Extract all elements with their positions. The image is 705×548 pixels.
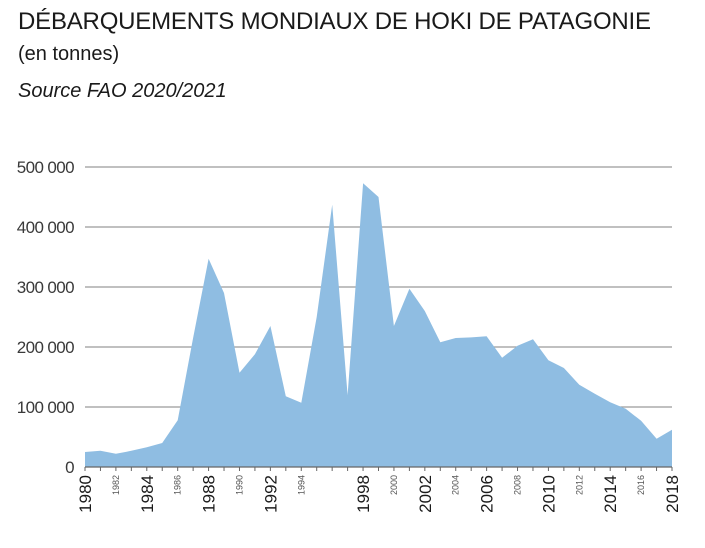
y-tick-label: 500 000 [17,158,74,177]
area-fill [85,183,672,467]
x-tick-label: 2000 [389,475,399,495]
x-tick-label: 1988 [200,475,219,513]
chart-subtitle: (en tonnes) [18,43,120,65]
x-tick-label: 1994 [296,475,306,495]
x-tick-label: 2018 [663,475,682,513]
x-tick-label: 2006 [478,475,497,513]
chart-title: DÉBARQUEMENTS MONDIAUX DE HOKI DE PATAGO… [18,8,651,35]
chart-source: Source FAO 2020/2021 [18,80,227,102]
y-tick-label: 100 000 [17,398,74,417]
x-tick-label: 1990 [234,475,244,495]
x-axis-ticks: 1980 1984 1988 1992 1998 2002 2006 2010 2014 2018… [76,466,682,513]
x-tick-label: 1982 [111,475,121,495]
x-tick-label: 2002 [416,475,435,513]
x-tick-label: 1984 [138,475,157,513]
y-axis-ticks: 0 100 000 200 000 300 000 400 000 500 000 [17,158,75,477]
area-series [85,183,672,467]
x-tick-label: 2008 [513,475,523,495]
y-tick-label: 300 000 [17,278,74,297]
x-tick-label: 1980 [76,475,95,513]
x-tick-label: 1986 [173,475,183,495]
x-tick-label: 1998 [354,475,373,513]
x-tick-label: 2004 [451,475,461,495]
y-tick-label: 200 000 [17,338,74,357]
x-tick-label: 2012 [574,475,584,495]
x-tick-label: 1992 [261,475,280,513]
x-tick-label: 2016 [636,475,646,495]
y-tick-label: 0 [65,458,74,477]
y-tick-label: 400 000 [17,218,74,237]
x-tick-label: 2010 [539,475,558,513]
x-tick-label: 2014 [601,475,620,513]
